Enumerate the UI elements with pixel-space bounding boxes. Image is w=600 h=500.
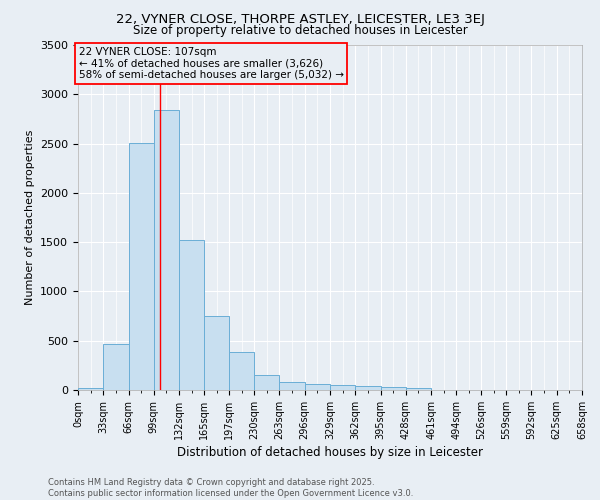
Bar <box>280 382 305 390</box>
X-axis label: Distribution of detached houses by size in Leicester: Distribution of detached houses by size … <box>177 446 483 459</box>
Bar <box>380 386 406 390</box>
Text: 22, VYNER CLOSE, THORPE ASTLEY, LEICESTER, LE3 3EJ: 22, VYNER CLOSE, THORPE ASTLEY, LEICESTE… <box>116 12 484 26</box>
Bar <box>229 352 254 390</box>
Bar <box>128 142 154 390</box>
Text: 22 VYNER CLOSE: 107sqm
← 41% of detached houses are smaller (3,626)
58% of semi-: 22 VYNER CLOSE: 107sqm ← 41% of detached… <box>79 47 344 80</box>
Bar <box>254 375 280 390</box>
Text: Size of property relative to detached houses in Leicester: Size of property relative to detached ho… <box>133 24 467 37</box>
Bar <box>179 240 205 390</box>
Bar <box>330 385 355 390</box>
Y-axis label: Number of detached properties: Number of detached properties <box>25 130 35 305</box>
Bar <box>355 386 380 390</box>
Bar <box>406 388 431 390</box>
Text: Contains HM Land Registry data © Crown copyright and database right 2025.
Contai: Contains HM Land Registry data © Crown c… <box>48 478 413 498</box>
Bar <box>154 110 179 390</box>
Bar <box>103 344 128 390</box>
Bar <box>305 384 330 390</box>
Bar <box>205 316 229 390</box>
Bar <box>78 388 103 390</box>
